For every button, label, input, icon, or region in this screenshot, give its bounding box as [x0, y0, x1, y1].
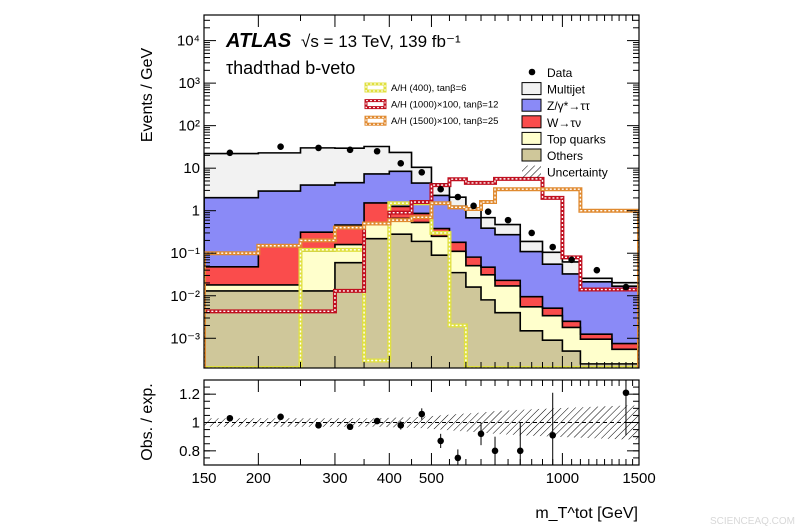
data-point — [373, 147, 381, 155]
x-tick-label: 200 — [246, 470, 271, 487]
ratio-point — [373, 417, 381, 425]
data-point — [568, 256, 575, 264]
data-point — [397, 160, 405, 167]
stack-fill-others — [204, 234, 639, 368]
legend-swatch — [521, 115, 542, 129]
data-point — [504, 216, 512, 224]
legend-label: W→τν — [547, 116, 581, 130]
data-point — [549, 243, 557, 251]
x-tick-label: 1000 — [546, 470, 579, 487]
ratio-point — [454, 454, 462, 462]
ratio-point — [437, 437, 444, 445]
data-point — [315, 144, 322, 152]
legend-marker-data — [528, 68, 536, 76]
axis-ticks: 10⁻³ 10⁻² 10⁻¹ 1 10 10² 10³ 10⁴ 150 200 300 400 500 1… — [170, 14, 656, 487]
signal-legend-swatch-dots — [365, 100, 386, 109]
legend-swatch — [521, 148, 542, 162]
main-y-tick-label: 10³ — [178, 75, 200, 92]
ratio-point — [477, 430, 485, 438]
ratio-y-tick-label: 1.2 — [179, 386, 200, 403]
main-y-tick-label: 10⁻¹ — [170, 245, 200, 262]
x-tick-label: 1500 — [622, 470, 655, 487]
ratio-point — [226, 414, 234, 422]
main-y-tick-label: 10² — [178, 118, 200, 135]
stack-outline-others — [204, 233, 639, 368]
x-axis-label: m_T^tot [GeV] — [535, 505, 638, 522]
data-point — [528, 229, 535, 237]
legend-label: Uncertainty — [547, 166, 608, 180]
x-tick-label: 150 — [191, 470, 216, 487]
main-panel-frame — [203, 14, 640, 369]
signal-legend-label: A/H (400), tanβ=6 — [391, 83, 466, 94]
signal-legend-label: A/H (1500)×100, tanβ=25 — [391, 116, 498, 127]
signal-legend-swatch — [364, 82, 387, 93]
ratio-point — [277, 413, 284, 421]
main-y-tick-label: 10⁴ — [177, 33, 200, 50]
stack-outline-top-quarks — [204, 217, 639, 368]
ratio-y-tick-label: 1 — [192, 415, 200, 432]
main-histogram-panel — [204, 143, 639, 368]
data-point — [454, 193, 462, 201]
legend-swatch — [521, 98, 542, 112]
legend-label: Data — [547, 66, 573, 80]
data-point — [593, 266, 601, 274]
signal-legend-swatch-dots — [365, 116, 386, 125]
ratio-y-tick-label: 0.8 — [179, 443, 200, 460]
data-point — [622, 283, 630, 291]
watermark: SCIENCEAQ.COM — [710, 516, 795, 527]
ratio-point — [549, 431, 557, 439]
ratio-point — [491, 447, 499, 455]
x-tick-label: 500 — [419, 470, 444, 487]
ratio-y-axis-label: Obs. / exp. — [139, 383, 156, 460]
main-y-axis-label: Events / GeV — [139, 48, 156, 143]
data-point — [277, 143, 284, 150]
energy-label: √s = 13 TeV, 139 fb⁻¹ — [301, 32, 461, 51]
data-point — [484, 208, 492, 215]
region-title: τhadτhad b-veto — [226, 58, 355, 78]
legend-swatch — [521, 131, 542, 145]
data-point — [470, 202, 477, 210]
data-point — [346, 146, 354, 154]
legend-label: Multijet — [547, 83, 586, 97]
ratio-point — [315, 422, 322, 429]
signal-legend-label: A/H (1000)×100, tanβ=12 — [391, 100, 498, 111]
signal-legend-swatch-dots — [365, 83, 386, 92]
ratio-point — [622, 389, 630, 397]
legend-swatch-uncertainty — [522, 165, 541, 178]
stack-outline-w- — [204, 202, 639, 368]
x-tick-label: 400 — [377, 470, 402, 487]
main-y-tick-label: 1 — [192, 203, 200, 220]
legend-label: Others — [547, 149, 583, 163]
main-y-tick-label: 10⁻² — [170, 288, 200, 305]
signal-legend-swatch — [364, 115, 387, 126]
ratio-point — [397, 422, 405, 429]
data-point — [226, 149, 234, 157]
signal-legend-swatch — [364, 99, 387, 110]
ratio-panel — [204, 380, 639, 465]
legend: Data Multijet Z/γ*→ττ W→τν Top quarks Others U… — [364, 66, 608, 180]
x-tick-label: 300 — [322, 470, 347, 487]
ratio-point — [516, 447, 524, 455]
signal-dots-1 — [204, 178, 639, 368]
legend-swatch — [521, 82, 542, 96]
ratio-point — [418, 410, 426, 418]
signal-dots-2 — [204, 188, 639, 368]
signal-dots-0 — [204, 202, 639, 368]
main-y-tick-label: 10 — [183, 160, 200, 177]
main-axes-box — [203, 14, 640, 369]
data-point — [437, 185, 444, 193]
data-point — [418, 168, 426, 176]
main-y-tick-label: 10⁻³ — [170, 330, 200, 347]
experiment-label: ATLAS — [225, 30, 292, 52]
ratio-point — [346, 423, 354, 431]
legend-label: Top quarks — [547, 132, 606, 146]
legend-label: Z/γ*→ττ — [547, 99, 590, 113]
